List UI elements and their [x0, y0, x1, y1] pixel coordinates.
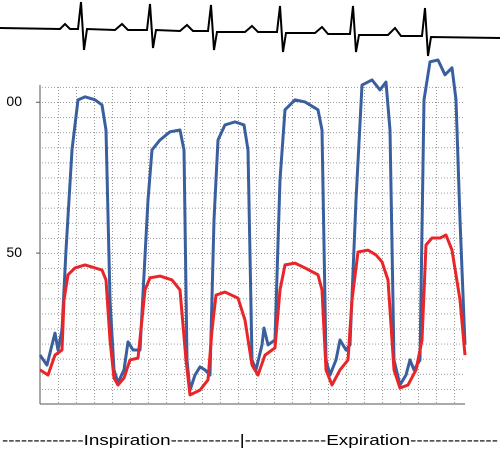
- series-line: [39, 233, 467, 397]
- ecg-trace: [0, 1, 500, 57]
- annotation: -------------Inspiration-----------|----…: [2, 432, 498, 449]
- series-line: [38, 58, 467, 392]
- y-tick-label: 00: [6, 93, 22, 109]
- y-tick-label: 50: [6, 244, 22, 260]
